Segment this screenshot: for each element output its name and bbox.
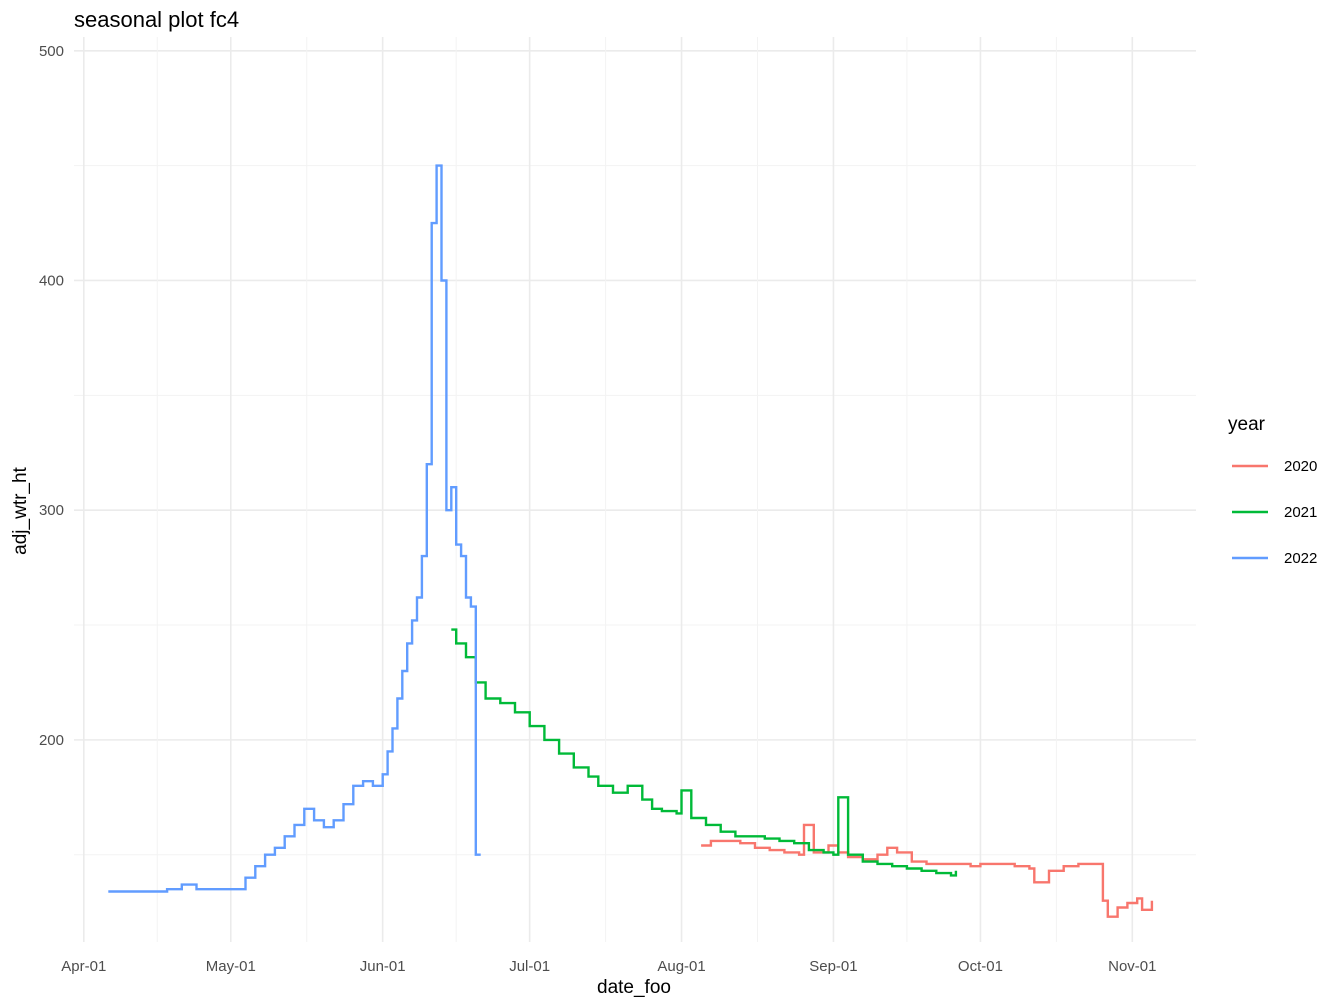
series-layer (108, 164, 1154, 918)
chart-title: seasonal plot fc4 (74, 7, 239, 32)
x-axis-title: date_foo (597, 977, 671, 998)
legend-title: year (1228, 414, 1266, 435)
x-axis-ticks: Apr-01 May-01 Jun-01 Jul-01 Aug-01 Sep-01 Oct-… (61, 958, 1156, 975)
x-tick-label: Jun-01 (360, 958, 406, 975)
y-tick-label: 400 (39, 272, 64, 289)
x-tick-label: Sep-01 (809, 958, 857, 975)
legend-label-2021: 2021 (1284, 504, 1317, 521)
y-tick-label: 200 (39, 732, 64, 749)
legend-label-2020: 2020 (1284, 458, 1317, 475)
y-tick-label: 300 (39, 502, 64, 519)
grid (74, 37, 1196, 942)
x-tick-label: Jul-01 (509, 958, 550, 975)
x-tick-label: Nov-01 (1108, 958, 1156, 975)
series-line-2021 (451, 628, 958, 877)
y-axis-title: adj_wtr_ht (10, 466, 31, 554)
x-tick-label: Oct-01 (958, 958, 1003, 975)
y-tick-label: 500 (39, 43, 64, 60)
series-line-2020 (701, 823, 1154, 918)
legend-label-2022: 2022 (1284, 550, 1317, 567)
y-axis-ticks: 200 300 400 500 (39, 43, 64, 749)
legend: year 2020 2021 2022 (1228, 414, 1317, 567)
x-tick-label: May-01 (206, 958, 256, 975)
x-tick-label: Aug-01 (657, 958, 705, 975)
x-tick-label: Apr-01 (61, 958, 106, 975)
series-line-2022 (108, 164, 481, 893)
